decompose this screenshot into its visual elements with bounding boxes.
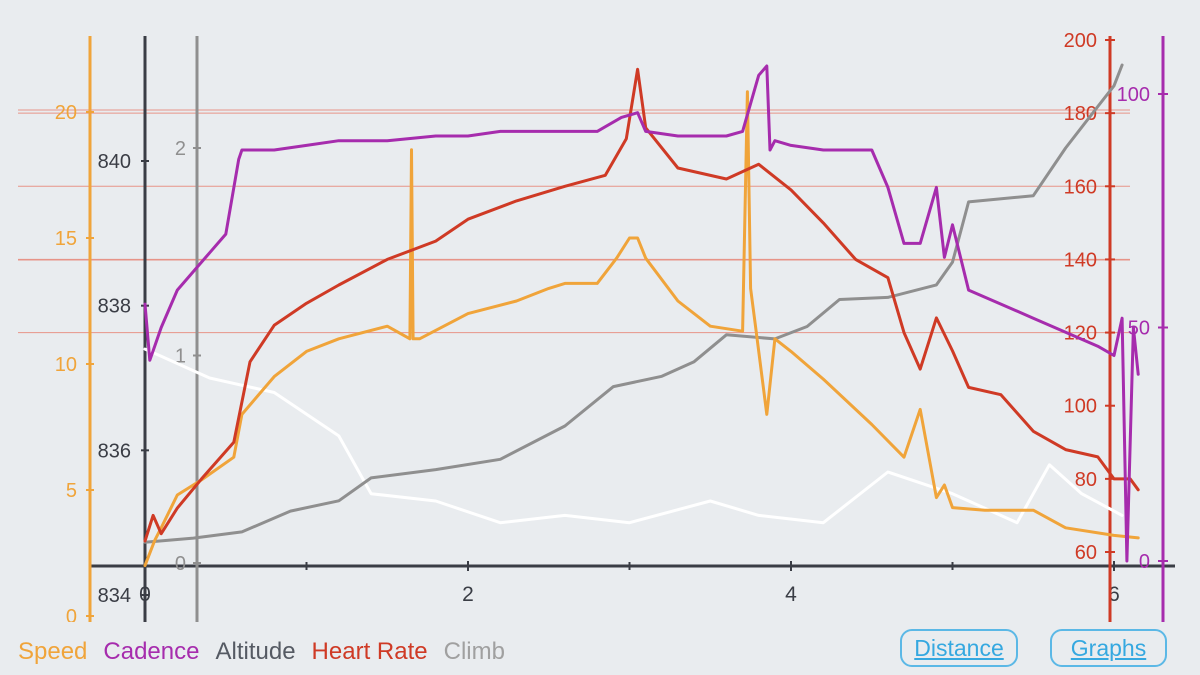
heart-rate-tick-label: 80 <box>1075 469 1097 491</box>
series-line-speed <box>143 90 1140 568</box>
legend-heart-rate: Heart Rate <box>311 638 428 665</box>
climb-tick-label: 1 <box>175 346 186 368</box>
heart-rate-tick-label: 120 <box>1064 323 1097 345</box>
speed-tick-label: 5 <box>66 480 77 502</box>
altitude-tick-label: 840 <box>98 151 131 173</box>
cadence-tick-label: 50 <box>1128 318 1150 340</box>
legend-altitude: Altitude <box>215 638 296 665</box>
series-line-cadence <box>143 64 1140 563</box>
x-tick-label: 4 <box>785 583 797 606</box>
x-tick-label: 6 <box>1108 583 1120 606</box>
series-line-heart-rate <box>143 67 1140 543</box>
cadence-tick-label: 100 <box>1117 84 1150 106</box>
series-line-altitude <box>143 347 1124 525</box>
graphs-button[interactable]: Graphs <box>1050 629 1167 667</box>
heart-rate-tick-label: 200 <box>1064 30 1097 52</box>
speed-tick-label: 0 <box>66 606 77 622</box>
x-tick-label: 2 <box>462 583 474 606</box>
multi-axis-chart: 0246051015208348368388400126080100120140… <box>18 30 1175 622</box>
legend-climb: Climb <box>443 638 505 665</box>
heart-rate-tick-label: 160 <box>1064 176 1097 198</box>
legend-speed: Speed <box>18 638 88 665</box>
heart-rate-tick-label: 60 <box>1075 542 1097 564</box>
altitude-tick-label: 836 <box>98 440 131 462</box>
speed-tick-label: 10 <box>55 354 77 376</box>
climb-tick-label: 0 <box>175 553 186 575</box>
legend: Speed Cadence Altitude Heart Rate Climb <box>18 638 505 666</box>
speed-tick-label: 15 <box>55 228 77 250</box>
climb-tick-label: 2 <box>175 138 186 160</box>
altitude-tick-label: 838 <box>98 296 131 318</box>
heart-rate-tick-label: 140 <box>1064 249 1097 271</box>
cadence-tick-label: 0 <box>1139 551 1150 573</box>
legend-cadence: Cadence <box>103 638 200 665</box>
heart-rate-tick-label: 100 <box>1064 396 1097 418</box>
altitude-tick-label: 834 <box>98 585 131 607</box>
series-line-climb <box>143 63 1124 544</box>
speed-tick-label: 20 <box>55 102 77 124</box>
distance-button[interactable]: Distance <box>900 629 1018 667</box>
